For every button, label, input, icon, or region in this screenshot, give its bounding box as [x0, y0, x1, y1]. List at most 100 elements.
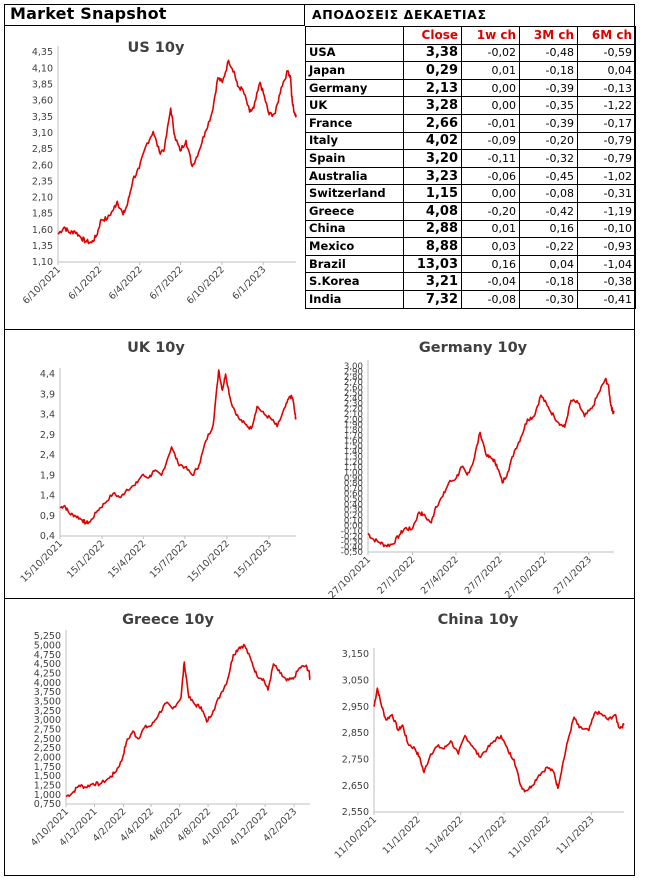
y-tick-label: 2,250: [34, 743, 61, 754]
y-tick-label: 0,9: [40, 511, 55, 522]
change-3m-cell: -0,45: [519, 166, 578, 186]
x-tick-label: 6/1/2023: [230, 264, 268, 302]
y-tick-label: 4,250: [34, 669, 61, 680]
germany-10y-chart-svg: Germany 10y3,002,902,802,702,602,502,402…: [327, 340, 615, 601]
y-tick-label: 1,750: [34, 762, 61, 773]
x-tick-label: 6/1/2022: [66, 264, 104, 302]
table-row: Italy 4,02 -0,09 -0,20 -0,79: [305, 131, 636, 151]
y-tick-label: 2,20: [344, 405, 363, 415]
change-1w-cell: -0,06: [461, 166, 520, 186]
series-line: [57, 59, 297, 245]
x-tick-label: 27/1/2023: [552, 554, 594, 596]
change-6m-cell: -0,93: [577, 237, 636, 256]
change-6m-cell: -1,22: [577, 96, 636, 115]
y-tick-label: 1,00: [344, 468, 363, 478]
series-line: [65, 643, 311, 798]
change-6m-cell: -0,79: [577, 131, 636, 151]
greece-10y-chart-svg: Greece 10y 5,2505,0004,7504,5004,2504,000…: [29, 612, 311, 849]
y-tick-label: 0,90: [344, 474, 363, 484]
close-cell: 3,28: [403, 96, 462, 115]
x-tick-label: 11/4/2022: [424, 814, 466, 856]
y-tick-label: 2,35: [32, 176, 53, 187]
change-1w-cell: -0,04: [461, 272, 520, 291]
x-tick-label: 15/7/2022: [148, 538, 190, 580]
chart-germany-10y: Germany 10y 3,00 2,90 2,80 2,70 2,60 2,50 2,40 2…: [308, 332, 630, 601]
chart-china-10y: China 10y 3,150 3,050 2,950 2,850 2,750 2,650 2…: [318, 604, 630, 874]
x-tick-label: 6/4/2022: [107, 264, 145, 302]
x-tick-label: 27/7/2022: [463, 554, 505, 596]
y-tick-label: 1,80: [344, 426, 363, 436]
country-cell: Switzerland: [305, 184, 404, 203]
x-tick-label: 6/10/2022: [185, 264, 227, 306]
x-tick-label: 11/10/2022: [506, 814, 553, 861]
close-cell: 13,03: [403, 254, 462, 274]
country-cell: India: [305, 289, 404, 309]
y-tick-label: 3,85: [32, 80, 53, 91]
country-cell: UK: [305, 96, 404, 115]
change-1w-cell: -0,11: [461, 149, 520, 168]
change-1w-cell: 0,01: [461, 219, 520, 239]
change-3m-cell: -0,30: [519, 289, 578, 309]
table-row: Germany 2,13 0,00 -0,39 -0,13: [305, 78, 636, 98]
y-tick-label: 1,90: [344, 421, 363, 431]
y-tick-label: 1,60: [344, 437, 363, 447]
y-tick-label: 0,10: [344, 516, 363, 526]
y-tick-label: 3,750: [34, 687, 61, 698]
y-tick-label: 2,9: [40, 430, 55, 441]
change-1w-cell: 0,00: [461, 96, 520, 115]
chart-us-10y: US 10y 4,35 4,10 3,85 3,60 3,35 3,10 2,85 2,60 2,…: [6, 30, 302, 326]
y-tick-label: 2,80: [344, 373, 363, 383]
chart-title: US 10y: [128, 40, 185, 56]
y-tick-label: 2,85: [32, 144, 53, 155]
col-header-3m: 3M ch: [519, 26, 578, 45]
y-tick-label: 2,40: [344, 394, 363, 404]
y-tick-label: 1,10: [32, 257, 53, 268]
x-tick-label: 11/7/2022: [467, 814, 509, 856]
y-tick-label: 3,000: [34, 715, 61, 726]
close-cell: 3,20: [403, 149, 462, 168]
table-row: India 7,32 -0,08 -0,30 -0,41: [305, 289, 636, 309]
change-3m-cell: -0,32: [519, 149, 578, 168]
x-tick-label: 27/10/2021: [327, 554, 374, 601]
chart-greece-10y: Greece 10y 5,250 5,000 4,750 4,500 4,250 4,000…: [6, 604, 314, 874]
change-1w-cell: 0,00: [461, 184, 520, 203]
change-6m-cell: -1,19: [577, 201, 636, 221]
y-tick-label: 4,000: [34, 678, 61, 689]
close-cell: 2,13: [403, 78, 462, 98]
y-tick-label: 4,10: [32, 63, 53, 74]
y-tick-label: -0,30: [341, 538, 363, 548]
y-tick-label: 0,50: [344, 495, 363, 505]
y-tick-label: 3,00: [344, 362, 363, 372]
close-cell: 4,08: [403, 201, 462, 221]
x-tick-label: 11/1/2023: [555, 814, 597, 856]
x-tick-label: 6/7/2022: [148, 264, 186, 302]
change-3m-cell: 0,04: [519, 254, 578, 274]
y-tick-label: 2,950: [342, 702, 369, 713]
change-3m-cell: -0,22: [519, 237, 578, 256]
y-tick-label: 2,50: [344, 389, 363, 399]
col-header-1w: 1w ch: [461, 26, 520, 45]
table-body: USA 3,38 -0,02 -0,48 -0,59 Japan 0,29 0,01 -0,18…: [305, 43, 636, 309]
y-tick-label: -0,10: [341, 527, 363, 537]
close-cell: 1,15: [403, 184, 462, 203]
country-cell: USA: [305, 43, 404, 63]
y-tick-label: 2,10: [344, 410, 363, 420]
y-tick-label: 2,4: [40, 450, 55, 461]
x-tick-label: 15/10/2022: [186, 538, 233, 585]
y-tick-label: 2,00: [344, 415, 363, 425]
column-divider: [304, 4, 305, 26]
y-tick-label: 1,4: [40, 491, 55, 502]
y-tick-label: 2,750: [342, 755, 369, 766]
table-row: Japan 0,29 0,01 -0,18 0,04: [305, 61, 636, 80]
chart-uk-10y: UK 10y 4,4 3,9 3,4 2,9 2,4 1,9 1,4 0,9 0,4 15/10/2…: [6, 332, 302, 596]
y-tick-label: 1,50: [344, 442, 363, 452]
y-tick-label: 2,750: [34, 725, 61, 736]
y-tick-label: 3,9: [40, 389, 55, 400]
table-row: France 2,66 -0,01 -0,39 -0,17: [305, 113, 636, 133]
close-cell: 8,88: [403, 237, 462, 256]
y-tick-label: 1,500: [34, 771, 61, 782]
change-1w-cell: -0,09: [461, 131, 520, 151]
x-tick-label: 11/1/2022: [381, 814, 423, 856]
y-tick-label: 2,500: [34, 734, 61, 745]
table-row: China 2,88 0,01 0,16 -0,10: [305, 219, 636, 239]
